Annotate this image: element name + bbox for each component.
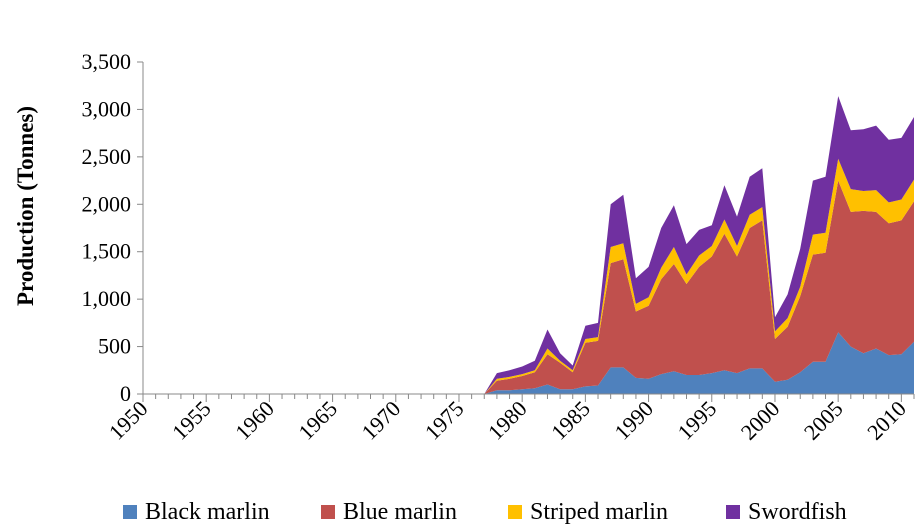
- y-tick-label: 500: [98, 334, 131, 359]
- series-area-blue-marlin: [484, 180, 914, 394]
- y-tick-label: 3,500: [82, 49, 132, 74]
- legend-swatch: [508, 505, 522, 519]
- x-axis-ticks: 1950 1955 1960 1965 1970 1975 1980 1985 1990 1995…: [104, 394, 915, 445]
- x-tick-label: 2005: [799, 396, 848, 445]
- y-axis-ticks: 0 500 1,000 1,500 2,000 2,500 3,000 3,500: [82, 49, 143, 406]
- legend-item-blue-marlin: Blue marlin: [321, 497, 457, 527]
- legend-label: Black marlin: [145, 498, 270, 525]
- x-tick-label: 1990: [609, 396, 658, 445]
- series-area-black-marlin: [484, 332, 914, 394]
- y-tick-label: 3,000: [82, 96, 132, 121]
- legend-swatch: [123, 505, 137, 519]
- legend-label: Swordfish: [748, 498, 847, 525]
- x-tick-label: 1955: [167, 396, 216, 445]
- x-tick-label: 2010: [862, 396, 911, 445]
- legend-label: Blue marlin: [343, 498, 457, 525]
- legend-label: Striped marlin: [530, 498, 668, 525]
- x-tick-label: 1980: [483, 396, 532, 445]
- legend-item-black-marlin: Black marlin: [123, 497, 270, 527]
- legend: Black marlin Blue marlin Striped marlin …: [0, 497, 916, 527]
- plot-areas: [484, 96, 914, 394]
- x-tick-label: 1985: [546, 396, 595, 445]
- y-tick-label: 1,000: [82, 286, 132, 311]
- series-area-swordfish: [484, 96, 914, 394]
- x-tick-label: 1965: [293, 396, 342, 445]
- y-tick-label: 1,500: [82, 239, 132, 264]
- legend-swatch: [726, 505, 740, 519]
- x-tick-label: 1950: [104, 396, 153, 445]
- y-tick-label: 2,500: [82, 144, 132, 169]
- x-tick-label: 1960: [230, 396, 279, 445]
- x-tick-label: 1970: [357, 396, 406, 445]
- y-tick-label: 2,000: [82, 191, 132, 216]
- x-tick-label: 1995: [673, 396, 722, 445]
- x-tick-label: 1975: [420, 396, 469, 445]
- legend-item-striped-marlin: Striped marlin: [508, 497, 668, 527]
- y-tick-label: 0: [120, 381, 131, 406]
- x-tick-label: 2000: [736, 396, 785, 445]
- legend-swatch: [321, 505, 335, 519]
- legend-item-swordfish: Swordfish: [726, 497, 847, 527]
- y-axis-title: Production (Tonnes): [13, 106, 38, 306]
